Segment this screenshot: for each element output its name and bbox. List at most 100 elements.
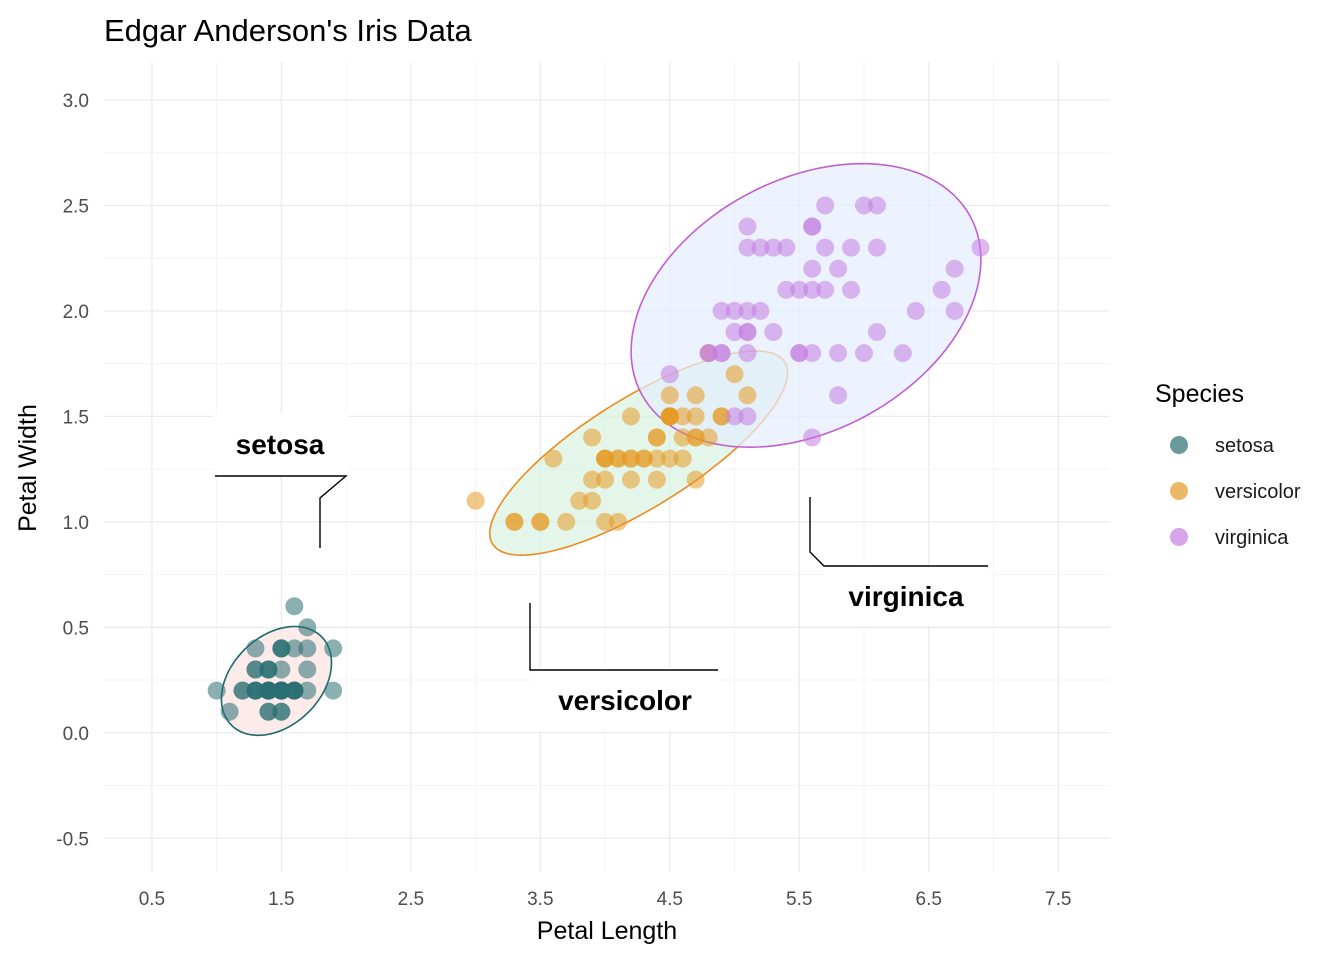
versicolor-annotation-label: versicolor (558, 685, 692, 716)
versicolor-leader-line (529, 603, 718, 671)
y-tick-label: 2.0 (63, 302, 89, 323)
versicolor-point (647, 428, 666, 447)
virginica-point (660, 365, 679, 384)
x-axis-title: Petal Length (537, 917, 677, 945)
y-tick-label: 1.0 (63, 513, 89, 534)
virginica-point (725, 407, 744, 426)
virginica-point (842, 238, 861, 257)
x-tick-label: 6.5 (916, 889, 942, 910)
setosa-point (285, 639, 304, 658)
setosa-point (246, 681, 265, 700)
virginica-point (777, 238, 796, 257)
versicolor-point (712, 407, 731, 426)
points-layer (207, 196, 990, 721)
versicolor-point (673, 407, 692, 426)
virginica-point (803, 428, 822, 447)
versicolor-point (686, 386, 705, 405)
virginica-ellipse (630, 162, 982, 449)
virginica-point (738, 323, 757, 341)
x-tick-label: 3.5 (527, 889, 553, 910)
virginica-point (803, 217, 822, 236)
virginica-leader-line (809, 497, 988, 567)
annotation-layer: setosa versicolor virginica (213, 414, 990, 730)
chart-title: Edgar Anderson's Iris Data (104, 13, 473, 48)
setosa-point (285, 597, 304, 616)
versicolor-point (686, 407, 705, 426)
y-axis-title: Petal Width (14, 404, 42, 532)
versicolor-point (466, 491, 485, 510)
virginica-point (829, 386, 848, 405)
versicolor-legend-label: versicolor (1215, 481, 1301, 503)
virginica-point (712, 301, 731, 320)
versicolor-point (660, 449, 679, 468)
versicolor-point (583, 428, 602, 447)
setosa-point (324, 639, 343, 658)
setosa-point (220, 702, 239, 721)
virginica-point (867, 238, 886, 257)
virginica-point (790, 280, 809, 299)
setosa-point (272, 639, 291, 658)
versicolor-point (609, 512, 628, 531)
setosa-point (272, 660, 291, 679)
setosa-point (298, 681, 317, 700)
versicolor-point (596, 470, 615, 489)
versicolor-point (609, 449, 628, 468)
virginica-point (816, 196, 835, 215)
versicolor-point (621, 470, 640, 489)
setosa-point (285, 681, 304, 700)
y-tick-labels: -0.5 0.0 0.5 1.0 1.5 2.0 2.5 3.0 (56, 91, 89, 850)
virginica-point (893, 344, 912, 363)
virginica-point (867, 323, 886, 341)
versicolor-point (583, 470, 602, 489)
versicolor-point (583, 491, 602, 510)
virginica-point (738, 238, 757, 257)
virginica-point (764, 323, 783, 341)
virginica-annotation-label: virginica (848, 581, 964, 612)
setosa-point (246, 660, 265, 679)
versicolor-point (557, 512, 576, 531)
virginica-legend-label: virginica (1215, 527, 1289, 549)
virginica-point (764, 238, 783, 257)
versicolor-point (505, 512, 524, 531)
setosa-legend-key (1170, 436, 1188, 454)
setosa-point (246, 639, 265, 658)
virginica-point (738, 407, 757, 426)
versicolor-point (699, 428, 718, 447)
x-tick-label: 5.5 (786, 889, 812, 910)
y-tick-label: 0.5 (63, 618, 89, 639)
virginica-point (803, 259, 822, 278)
setosa-point (298, 660, 317, 679)
y-tick-label: 3.0 (63, 91, 89, 112)
versicolor-point (660, 386, 679, 405)
setosa-label-box (213, 414, 348, 476)
versicolor-point (673, 428, 692, 447)
y-tick-label: 0.0 (63, 724, 89, 745)
virginica-point (790, 344, 809, 363)
setosa-annotation-label: setosa (236, 429, 325, 460)
x-tick-label: 0.5 (139, 889, 165, 910)
setosa-point (272, 702, 291, 721)
legend: Species setosa versicolor virginica (1155, 380, 1301, 549)
versicolor-point (647, 470, 666, 489)
legend-title: Species (1155, 380, 1244, 408)
versicolor-point (621, 449, 640, 468)
virginica-point (945, 301, 964, 320)
virginica-label-box (824, 566, 990, 626)
virginica-point (816, 238, 835, 257)
versicolor-legend-key (1170, 482, 1188, 500)
versicolor-point (596, 512, 615, 531)
setosa-point (259, 702, 278, 721)
virginica-point (855, 344, 874, 363)
x-tick-label: 1.5 (268, 889, 294, 910)
setosa-point (207, 681, 226, 700)
virginica-point (751, 301, 770, 320)
setosa-point (259, 681, 278, 700)
x-tick-label: 4.5 (657, 889, 683, 910)
virginica-point (712, 344, 731, 363)
versicolor-point (544, 449, 563, 468)
versicolor-label-box (532, 668, 720, 730)
versicolor-point (647, 449, 666, 468)
virginica-point (699, 344, 718, 363)
versicolor-point (686, 470, 705, 489)
